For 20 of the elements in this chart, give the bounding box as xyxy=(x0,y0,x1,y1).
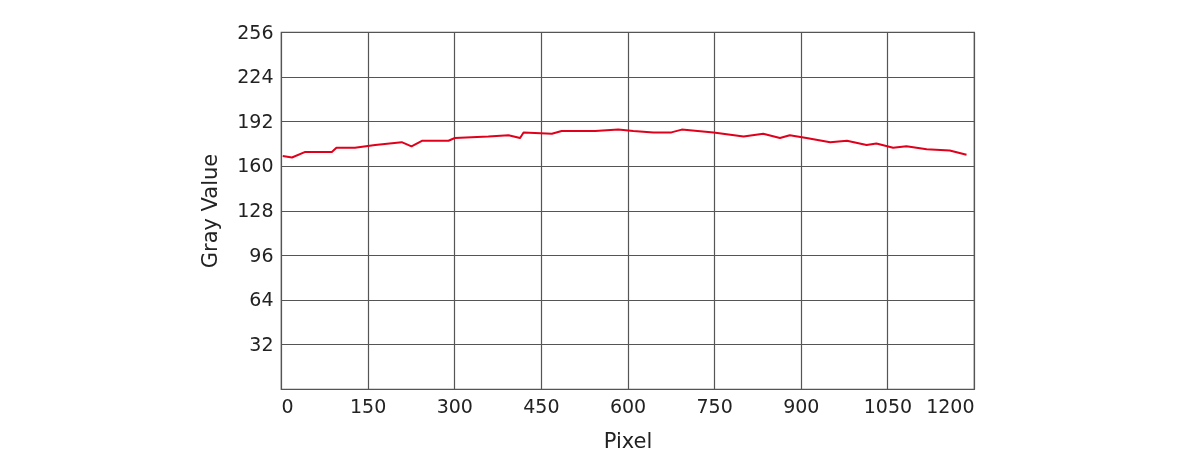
x-tick-label: 1050 xyxy=(863,394,913,417)
x-axis-title: Pixel xyxy=(603,428,653,453)
y-tick-label: 64 xyxy=(249,288,274,311)
x-tick-label: 0 xyxy=(281,394,294,417)
x-tick-label: 150 xyxy=(349,394,387,417)
y-axis-title: Gray Value xyxy=(198,153,223,269)
y-tick-label: 160 xyxy=(237,154,274,177)
x-tick-label: 600 xyxy=(609,394,647,417)
x-tick-label: 1200 xyxy=(926,394,975,417)
x-tick-label: 900 xyxy=(783,394,820,417)
y-tick-label: 192 xyxy=(237,109,274,132)
x-tick-label: 300 xyxy=(436,394,473,417)
y-tick-label: 96 xyxy=(249,243,274,266)
y-tick-label: 32 xyxy=(249,332,274,355)
y-tick-label: 256 xyxy=(237,20,274,43)
line-series xyxy=(281,128,968,159)
x-tick-label: 750 xyxy=(696,394,733,417)
y-tick-label: 224 xyxy=(237,65,274,88)
x-tick-label: 450 xyxy=(523,394,560,417)
y-tick-label: 128 xyxy=(237,199,274,221)
